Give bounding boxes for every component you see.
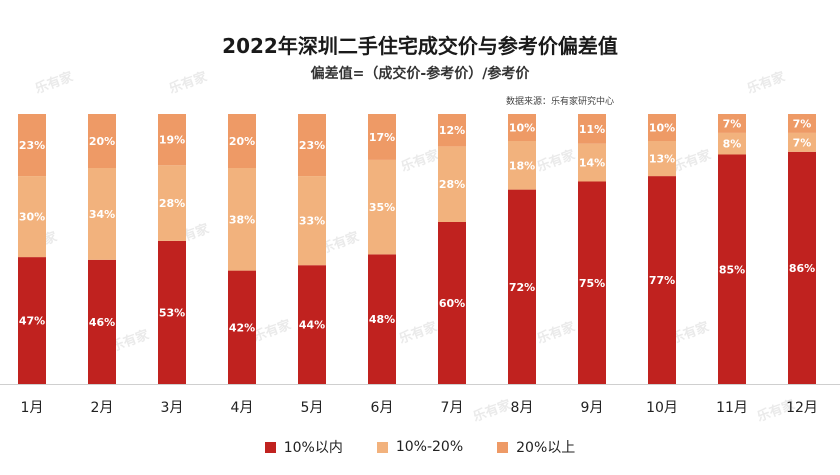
data-label: 7%: [723, 117, 742, 130]
x-tick-label: 11月: [716, 400, 748, 416]
legend-label-series-3: 20%以上: [516, 440, 576, 456]
bar-segment-series-1: [368, 254, 396, 384]
data-label: 47%: [19, 315, 45, 328]
bar-segment-series-2: [578, 143, 606, 182]
bar-segment-series-2: [438, 146, 466, 222]
x-tick-label: 10月: [646, 400, 678, 416]
bar-segment-series-3: [718, 114, 746, 133]
chart-legend: 10%以内 10%-20% 20%以上: [0, 437, 840, 457]
legend-swatch-series-2: [376, 441, 388, 453]
x-tick-label: 7月: [441, 400, 464, 416]
bar-segment-series-3: [88, 114, 116, 168]
data-label: 42%: [229, 321, 255, 334]
bar-segment-series-3: [648, 114, 676, 141]
data-label: 44%: [299, 319, 325, 332]
data-label: 75%: [579, 277, 605, 290]
data-label: 10%: [509, 122, 535, 135]
bar-segment-series-1: [718, 154, 746, 384]
x-tick-label: 5月: [301, 400, 324, 416]
bar-segment-series-1: [648, 176, 676, 384]
bar-segment-series-2: [788, 132, 816, 152]
bar-segment-series-3: [438, 114, 466, 147]
bar-segment-series-3: [158, 114, 186, 166]
legend-swatch-series-1: [264, 441, 276, 453]
data-label: 85%: [719, 263, 745, 276]
data-label: 19%: [159, 134, 185, 147]
bar-segment-series-2: [298, 176, 326, 266]
bar-segment-series-3: [368, 114, 396, 160]
data-label: 12%: [439, 124, 465, 137]
data-label: 35%: [369, 201, 395, 214]
legend-label-series-1: 10%以内: [283, 440, 343, 456]
bar-segment-series-1: [88, 259, 116, 384]
data-label: 38%: [229, 213, 255, 226]
bar-segment-series-2: [508, 141, 536, 190]
legend-item-series-3: 20%以上: [497, 437, 575, 457]
data-label: 18%: [509, 159, 535, 172]
data-label: 7%: [793, 117, 812, 130]
data-label: 46%: [89, 316, 115, 329]
bar-segment-series-3: [508, 114, 536, 141]
data-label: 77%: [649, 274, 675, 287]
data-label: 34%: [89, 208, 115, 221]
bar-segment-series-1: [578, 181, 606, 384]
data-label: 17%: [369, 131, 395, 144]
legend-item-series-2: 10%-20%: [376, 437, 464, 457]
legend-label-series-2: 10%-20%: [395, 439, 464, 455]
source-note: 数据来源：乐有家研究中心: [506, 97, 615, 107]
legend-swatch-series-3: [497, 441, 509, 453]
bar-segment-series-3: [788, 114, 816, 133]
legend-item-series-1: 10%以内: [264, 437, 343, 457]
data-label: 72%: [509, 281, 535, 294]
data-label: 20%: [229, 135, 255, 148]
data-label: 8%: [723, 138, 742, 151]
bar-segment-series-2: [158, 165, 186, 241]
data-label: 7%: [793, 136, 812, 149]
data-label: 33%: [299, 215, 325, 228]
chart-subtitle: 偏差值=（成交价-参考价）/参考价: [310, 66, 530, 82]
bar-segment-series-1: [298, 265, 326, 384]
x-tick-label: 2月: [91, 400, 114, 416]
x-tick-label: 4月: [231, 400, 254, 416]
data-label: 20%: [89, 135, 115, 148]
bar-segment-series-2: [228, 168, 256, 271]
bar-segment-series-2: [18, 176, 46, 258]
data-label: 13%: [649, 153, 675, 166]
data-label: 10%: [649, 122, 675, 135]
data-label: 23%: [299, 139, 325, 152]
bar-segment-series-1: [508, 189, 536, 384]
bar-segment-series-2: [88, 168, 116, 260]
data-label: 60%: [439, 297, 465, 310]
bar-segment-series-3: [298, 114, 326, 177]
chart-title: 2022年深圳二手住宅成交价与参考价偏差值: [222, 34, 618, 58]
bar-segment-series-1: [18, 257, 46, 384]
x-tick-label: 9月: [581, 400, 604, 416]
x-tick-label: 8月: [511, 400, 534, 416]
bar-segment-series-2: [718, 132, 746, 155]
bar-segment-series-3: [18, 114, 46, 177]
bar-segment-series-2: [648, 141, 676, 177]
data-label: 48%: [369, 313, 395, 326]
data-label: 86%: [789, 262, 815, 275]
data-label: 53%: [159, 306, 185, 319]
x-tick-label: 3月: [161, 400, 184, 416]
data-label: 28%: [439, 178, 465, 191]
x-tick-label: 12月: [786, 400, 818, 416]
data-label: 11%: [579, 123, 605, 136]
bar-segment-series-1: [228, 270, 256, 384]
bar-segment-series-3: [578, 114, 606, 144]
bar-segment-series-2: [368, 159, 396, 255]
data-label: 14%: [579, 157, 605, 170]
x-tick-label: 6月: [371, 400, 394, 416]
x-tick-label: 1月: [21, 400, 44, 416]
bar-segment-series-3: [228, 114, 256, 168]
data-label: 23%: [19, 139, 45, 152]
data-label: 28%: [159, 197, 185, 210]
bar-segment-series-1: [158, 240, 186, 384]
data-label: 30%: [19, 211, 45, 224]
bar-segment-series-1: [788, 151, 816, 384]
bar-segment-series-1: [438, 222, 466, 384]
